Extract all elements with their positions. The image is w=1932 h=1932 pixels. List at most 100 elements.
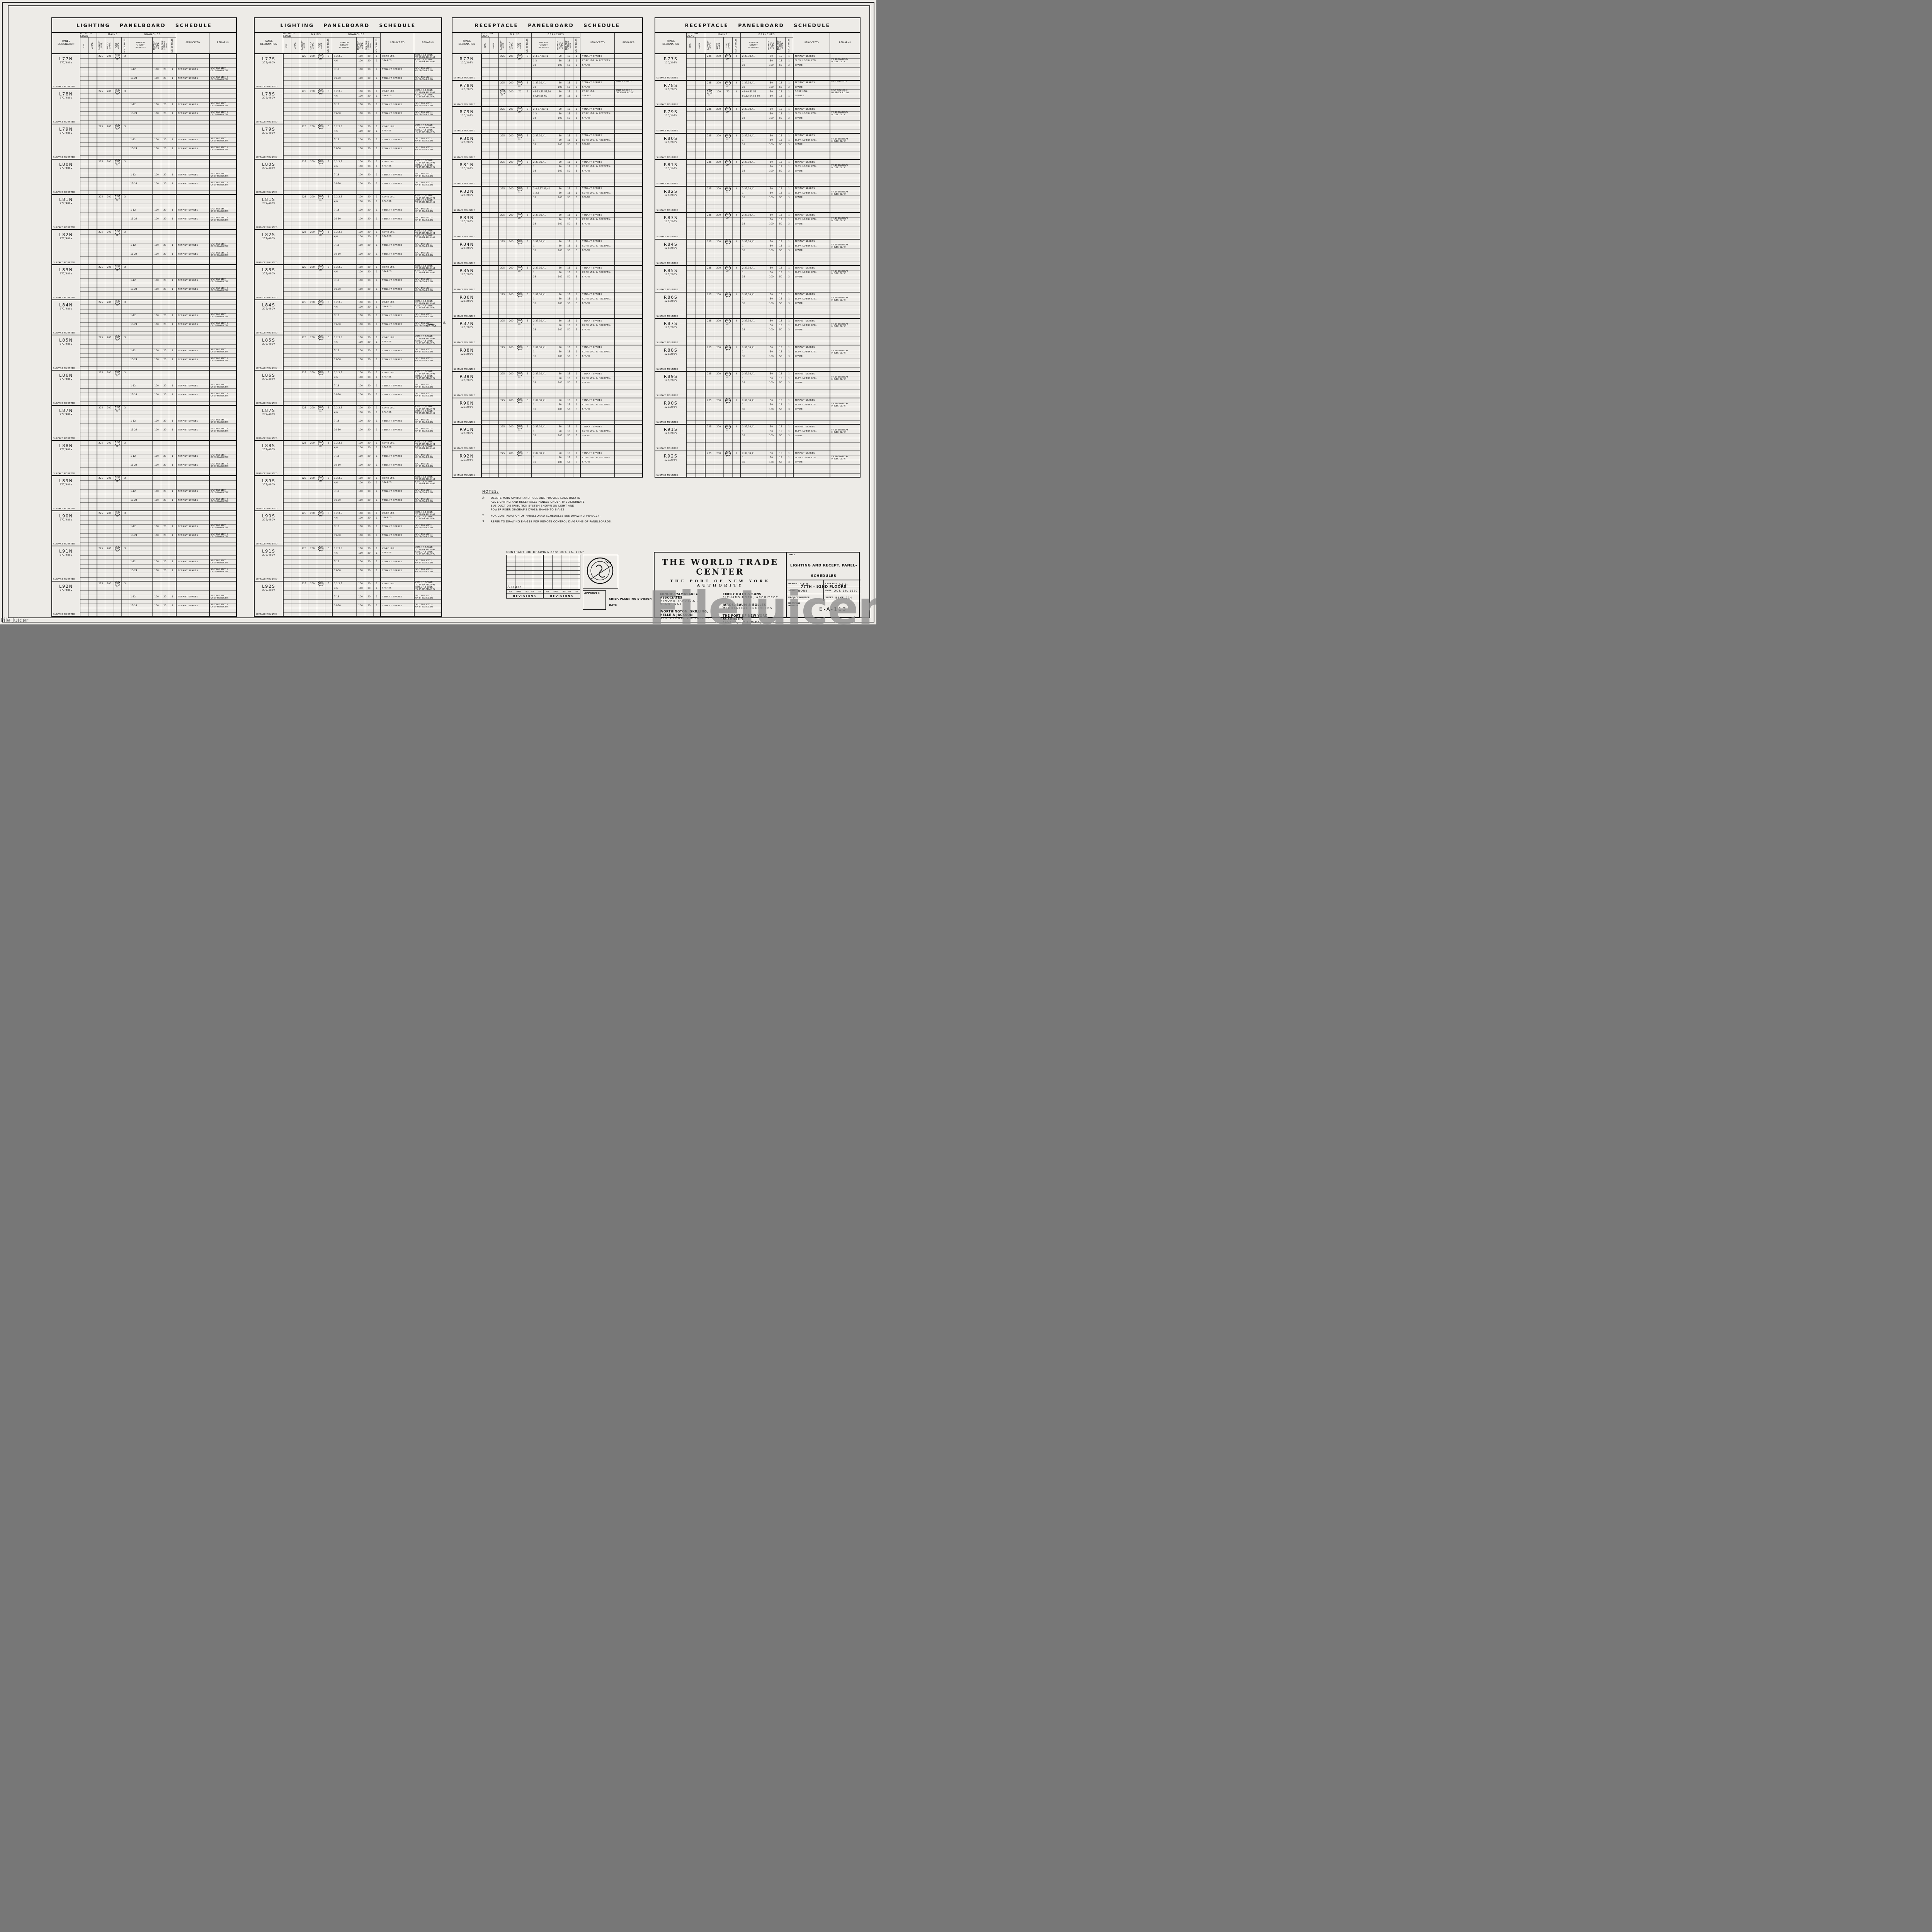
service-to: CORE LTG. & RECEPTS. xyxy=(580,58,614,63)
mains-poles: 3 xyxy=(735,293,737,296)
header-switch-amps-label: SWITCH AMPS. xyxy=(509,41,514,49)
branch-remarks: SPLIT BUS SECT. I ON 3P-60A R.C.SW. xyxy=(211,454,229,459)
mains-switch: 200 xyxy=(509,161,514,164)
panel-block: L89S 277/480V SURFACE MOUNTED 225 200 200 △ 3 1,… xyxy=(255,476,441,511)
breaker-frame-amps: 100 xyxy=(358,551,363,554)
mains-capacity: 225 xyxy=(707,452,712,455)
header-amps-label: AMPS. xyxy=(492,42,495,49)
breaker-frame-amps: 100 xyxy=(358,393,363,396)
fuse-circle: 200 xyxy=(517,160,523,165)
branch-poles: 3 xyxy=(788,434,790,437)
service-to-text: TENANT SPARES xyxy=(178,490,198,493)
breaker-trip-amps: 15 xyxy=(779,90,782,93)
breaker-frame-amps: 100 xyxy=(154,429,159,432)
branch-poles: 3 xyxy=(788,355,790,358)
service-to-text: CORE LTG. xyxy=(382,371,395,374)
service-to-text: CORE LTG. xyxy=(382,55,395,58)
breaker-frame-amps: 50 xyxy=(558,377,562,380)
mains-capacity: 225 xyxy=(500,293,505,296)
panel-block: R87N 120/208V SURFACE MOUNTED 225 200 200 △ 3 2-… xyxy=(452,318,642,345)
panel-voltage: 120/208V xyxy=(460,273,473,276)
rule-line xyxy=(282,256,441,257)
service-to: CORE LTG. & RECEPTS. xyxy=(580,164,614,168)
mains-switch: 200 xyxy=(310,231,315,234)
service-to: TENANT SPARES xyxy=(580,398,614,403)
branch-circuits: 1,2,3,5 xyxy=(334,301,342,304)
branch-remarks: SPLIT BUS SECT. II ON 3P-60A R.C.SW. xyxy=(415,463,434,468)
service-to: TENANT SPARES xyxy=(176,76,209,80)
mains-switch: 200 xyxy=(509,372,514,376)
breaker-frame-amps: 100 xyxy=(358,481,363,484)
mains-switch: 200 xyxy=(107,336,112,339)
branch-circuits: 19-30 xyxy=(334,393,341,396)
note-triangle-icon: △ xyxy=(116,268,118,272)
mount-label: SURFACE MOUNTED xyxy=(53,367,75,369)
branch-poles: 1 xyxy=(376,534,378,537)
branch-circuits: 13-24 xyxy=(130,182,137,185)
panel-block: R92N 120/208V SURFACE MOUNTED 225 200 200 △ 3 2-… xyxy=(452,451,642,478)
service-to: TENANT SPARES xyxy=(176,278,209,282)
rule-line xyxy=(282,599,441,600)
revisions-grid: △ 1 12-18-67 NO. DATE BUL. NO. BY REVISIONS xyxy=(506,555,543,599)
breaker-frame-amps: 100 xyxy=(154,209,159,212)
branch-circuits: 38 xyxy=(742,249,745,252)
mains-fuse: 200 △ xyxy=(317,54,325,60)
column-line xyxy=(695,54,696,478)
mains-fuse: 200 △ xyxy=(317,511,325,517)
breaker-trip-amps: 15 xyxy=(567,55,570,58)
breaker-frame-amps: 100 xyxy=(358,442,363,445)
service-to-text: CORE LTG. xyxy=(382,336,395,339)
mains-capacity: 225 xyxy=(707,293,712,296)
mains-fuse: 200 △ xyxy=(317,230,325,236)
branch-circuits: 13-24 xyxy=(130,429,137,432)
branch-poles: 1 xyxy=(788,134,790,137)
service-to-text: TENANT SPARES xyxy=(795,346,815,349)
mount-label: SURFACE MOUNTED xyxy=(454,342,476,344)
service-to-text: SPARES xyxy=(382,517,392,519)
service-to-text: SPARE xyxy=(582,276,590,278)
branch-circuits: 38 xyxy=(533,170,536,173)
breaker-frame-amps: 100 xyxy=(358,160,363,163)
mains-poles: 3 xyxy=(124,55,126,58)
rule-line xyxy=(80,133,236,134)
branch-circuits: 7-18 xyxy=(334,173,340,177)
header-fuse-amps: FUSE AMPS. xyxy=(316,37,325,53)
rule-line xyxy=(282,577,441,578)
service-to: TENANT SPARES xyxy=(793,81,830,85)
breaker-trip-amps: 20 xyxy=(367,393,371,396)
mount-label: SURFACE MOUNTED xyxy=(656,183,679,185)
header-fuse-amps-label: FUSE AMPS. xyxy=(318,42,323,49)
rule-line xyxy=(686,98,860,99)
service-to: TENANT SPARES xyxy=(176,243,209,247)
header-amps-label: AMPS. xyxy=(294,42,297,49)
mains-switch: 200 xyxy=(107,547,112,550)
branch-poles: 1 xyxy=(788,350,790,354)
breaker-frame-amps: 50 xyxy=(770,165,773,168)
column-line xyxy=(723,54,724,478)
branch-poles: 1 xyxy=(788,81,790,84)
service-to-text: TENANT SPARES xyxy=(382,429,403,431)
breaker-frame-amps: 100 xyxy=(358,218,363,221)
panel-name: L82N xyxy=(59,232,73,238)
fuse-circle: 100 xyxy=(500,89,505,94)
header-breaker-frame-amps-label: BREAKER FRAME AMPS. xyxy=(556,41,563,50)
breaker-frame-amps: 100 xyxy=(358,446,363,449)
branch-circuits: 13-24 xyxy=(130,569,137,572)
mains-switch: 200 xyxy=(310,336,315,339)
breaker-trip-amps: 50 xyxy=(567,408,570,411)
panel-name: R77S xyxy=(664,56,678,62)
service-to-text: SPARES xyxy=(382,587,392,590)
panel-block: L81S 277/480V SURFACE MOUNTED 225 200 200 △ 3 1,… xyxy=(255,194,441,230)
service-to: SPARE xyxy=(580,381,614,385)
breaker-trip-amps: 20 xyxy=(367,604,371,607)
service-to-text: TENANT SPARES xyxy=(795,399,815,402)
breaker-trip-amps: 20 xyxy=(367,305,371,308)
mount-label: SURFACE MOUNTED xyxy=(656,77,679,80)
mains-capacity: 225 xyxy=(98,90,103,93)
panel-voltage: 277/480V xyxy=(60,97,73,100)
mains-switch: 200 xyxy=(509,134,514,137)
breaker-frame-amps: 50 xyxy=(558,324,562,327)
fuse-circle: 200 xyxy=(517,424,523,430)
breaker-frame-amps: 100 xyxy=(358,512,363,515)
breaker-trip-amps: 50 xyxy=(567,302,570,305)
